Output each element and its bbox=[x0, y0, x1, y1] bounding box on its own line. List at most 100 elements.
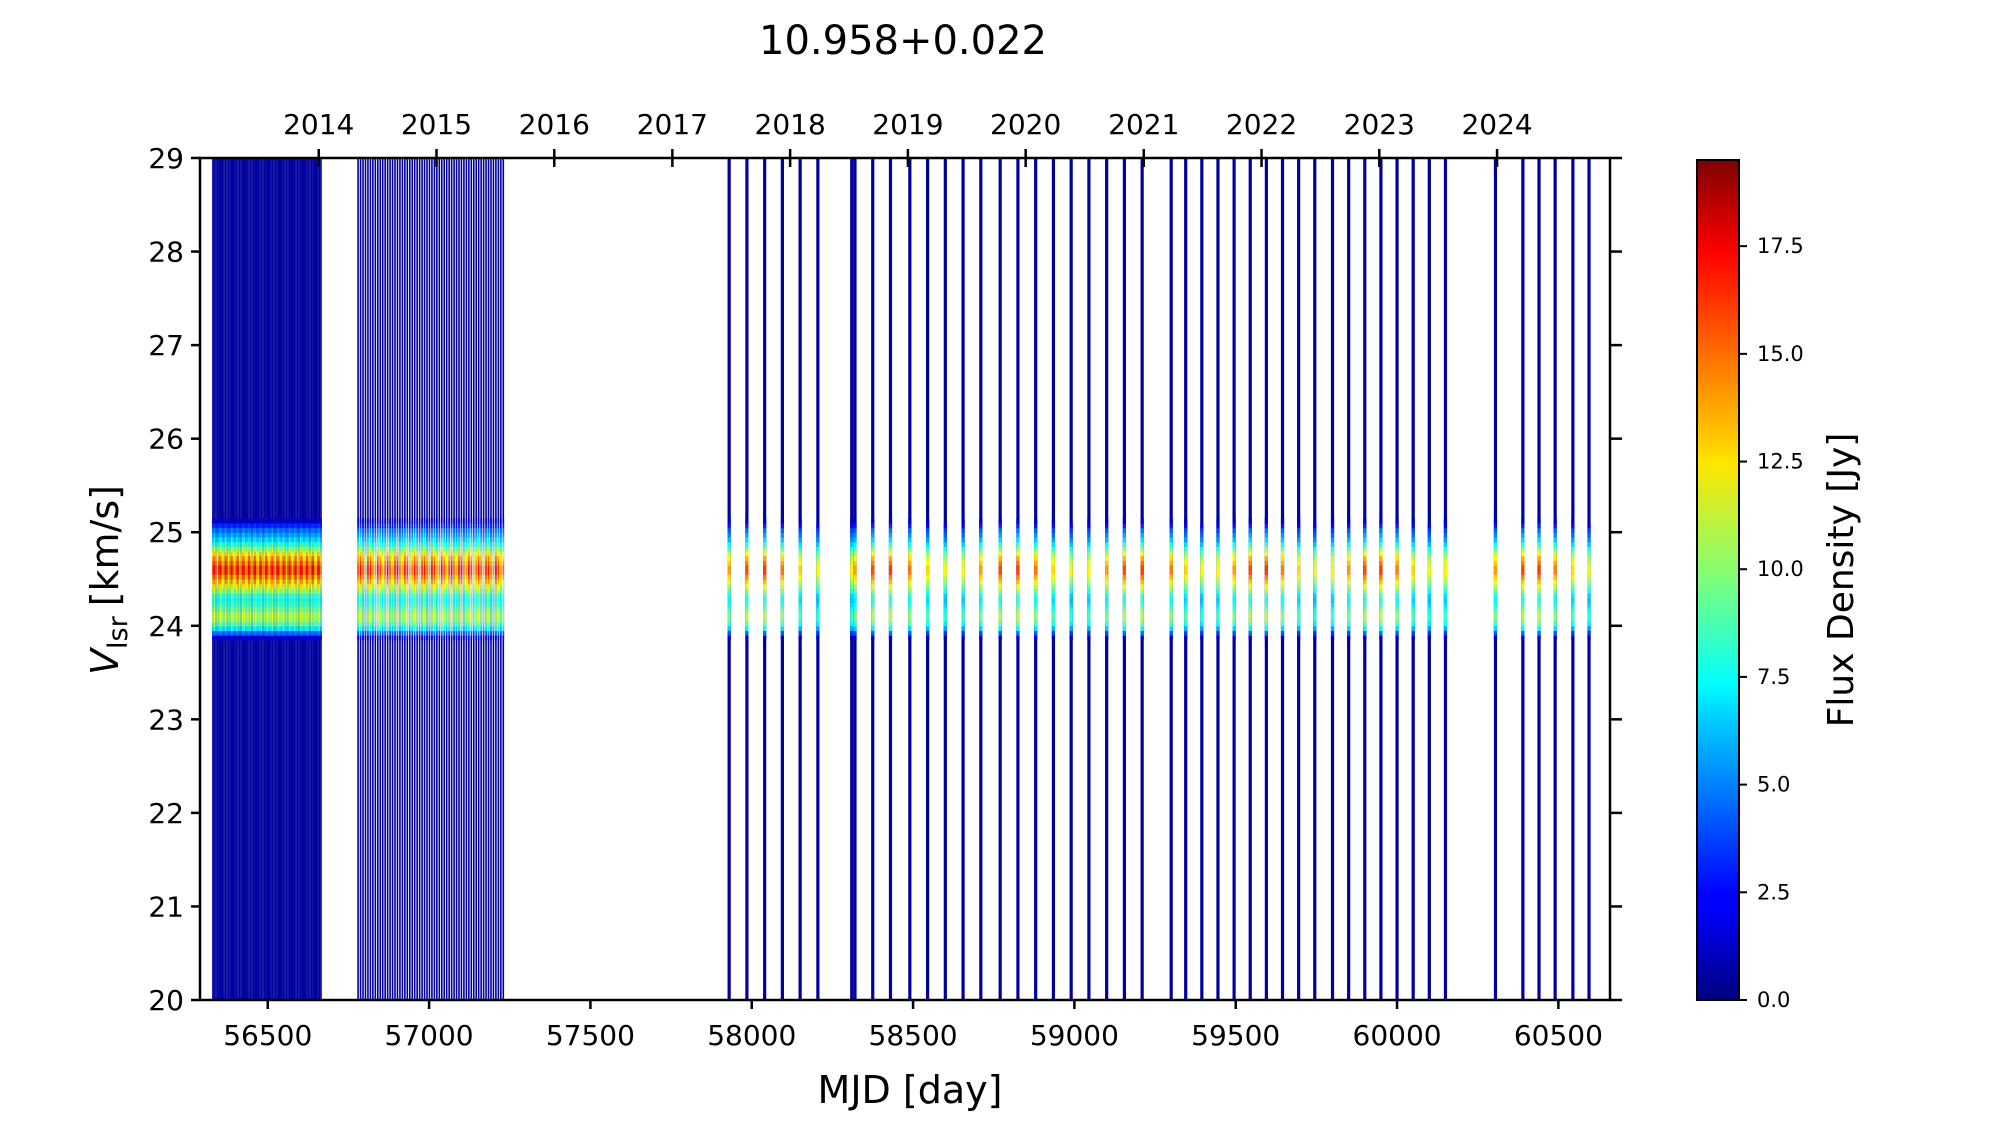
flux-cell bbox=[497, 597, 500, 603]
flux-cell bbox=[215, 560, 217, 566]
flux-cell bbox=[455, 564, 458, 571]
flux-cell bbox=[1232, 602, 1236, 608]
flux-cell bbox=[500, 532, 502, 538]
flux-cell bbox=[998, 583, 1002, 589]
flux-cell bbox=[259, 527, 261, 533]
flux-cell bbox=[235, 616, 238, 622]
flux-cell bbox=[295, 602, 297, 608]
flux-cell bbox=[925, 546, 930, 552]
flux-cell bbox=[468, 555, 470, 561]
flux-cell bbox=[1537, 607, 1541, 613]
flux-cell bbox=[262, 574, 264, 580]
flux-cell bbox=[241, 527, 244, 533]
flux-cell bbox=[1443, 527, 1448, 533]
flux-cell bbox=[1200, 564, 1204, 571]
flux-cell bbox=[224, 550, 227, 557]
flux-cell bbox=[480, 546, 482, 552]
flux-cell bbox=[263, 532, 266, 538]
flux-cell bbox=[213, 564, 216, 571]
flux-cell bbox=[237, 635, 239, 641]
flux-cell bbox=[306, 546, 308, 552]
flux-cell bbox=[276, 574, 278, 580]
flux-cell bbox=[292, 625, 294, 632]
flux-cell bbox=[411, 522, 414, 529]
flux-cell bbox=[998, 560, 1002, 566]
flux-cell bbox=[1016, 546, 1020, 552]
flux-cell bbox=[433, 527, 436, 533]
flux-cell bbox=[458, 569, 460, 575]
flux-cell bbox=[1553, 518, 1557, 524]
flux-cell bbox=[492, 616, 495, 622]
flux-cell bbox=[1313, 522, 1317, 529]
flux-cell bbox=[249, 536, 252, 543]
flux-cell bbox=[1184, 635, 1188, 641]
flux-cell bbox=[1521, 574, 1525, 580]
flux-cell bbox=[1200, 625, 1204, 632]
flux-cell bbox=[389, 518, 391, 524]
flux-cell bbox=[406, 630, 409, 636]
flux-cell bbox=[404, 635, 406, 641]
flux-cell bbox=[246, 625, 249, 632]
flux-cell bbox=[296, 611, 299, 618]
flux-cell bbox=[436, 527, 438, 533]
flux-cell bbox=[237, 532, 239, 538]
flux-cell bbox=[448, 560, 450, 566]
flux-cell bbox=[249, 588, 252, 594]
flux-cell bbox=[216, 569, 219, 575]
flux-cell bbox=[1395, 635, 1399, 641]
flux-cell bbox=[453, 602, 455, 608]
flux-cell bbox=[237, 625, 239, 632]
flux-cell bbox=[259, 518, 261, 524]
flux-cell bbox=[252, 522, 255, 529]
flux-cell bbox=[271, 611, 274, 618]
flux-cell bbox=[1264, 574, 1268, 580]
flux-cell bbox=[943, 550, 947, 557]
flux-cell bbox=[219, 597, 222, 603]
flux-cell bbox=[234, 635, 236, 641]
flux-cell bbox=[315, 574, 318, 580]
flux-cell bbox=[304, 583, 307, 589]
flux-cell bbox=[436, 569, 438, 575]
flux-cell bbox=[364, 621, 367, 627]
flux-cell bbox=[1521, 635, 1525, 641]
flux-cell bbox=[1297, 532, 1301, 538]
flux-cell bbox=[318, 611, 321, 618]
flux-cell bbox=[224, 574, 227, 580]
flux-cell bbox=[1069, 564, 1073, 571]
flux-cell bbox=[367, 602, 369, 608]
flux-cell bbox=[213, 555, 216, 561]
flux-cell bbox=[1122, 518, 1127, 524]
flux-cell bbox=[282, 616, 285, 622]
flux-cell bbox=[1411, 583, 1415, 589]
flux-cell bbox=[853, 616, 857, 622]
flux-cell bbox=[251, 560, 253, 566]
flux-cell bbox=[282, 625, 285, 632]
flux-cell bbox=[1232, 569, 1236, 575]
flux-cell bbox=[213, 593, 216, 599]
flux-cell bbox=[290, 611, 293, 618]
flux-cell bbox=[315, 602, 318, 608]
flux-cell bbox=[925, 550, 930, 557]
flux-cell bbox=[418, 560, 421, 566]
flux-cell bbox=[495, 574, 497, 580]
flux-cell bbox=[292, 579, 294, 585]
flux-cell bbox=[455, 602, 458, 608]
flux-cell bbox=[1280, 625, 1285, 632]
flux-cell bbox=[359, 611, 362, 618]
flux-cell bbox=[1248, 555, 1252, 561]
flux-cell bbox=[362, 532, 364, 538]
flux-cell bbox=[433, 579, 436, 585]
flux-cell bbox=[1347, 522, 1351, 529]
flux-cell bbox=[1069, 527, 1073, 533]
flux-cell bbox=[871, 616, 875, 622]
flux-cell bbox=[376, 541, 379, 547]
flux-cell bbox=[288, 583, 291, 589]
flux-cell bbox=[1016, 550, 1020, 557]
flux-cell bbox=[369, 564, 372, 571]
flux-cell bbox=[472, 625, 475, 632]
flux-cell bbox=[252, 518, 255, 524]
flux-cell bbox=[1184, 550, 1188, 557]
flux-cell bbox=[1069, 607, 1073, 613]
flux-cell bbox=[279, 574, 282, 580]
flux-cell bbox=[490, 593, 492, 599]
